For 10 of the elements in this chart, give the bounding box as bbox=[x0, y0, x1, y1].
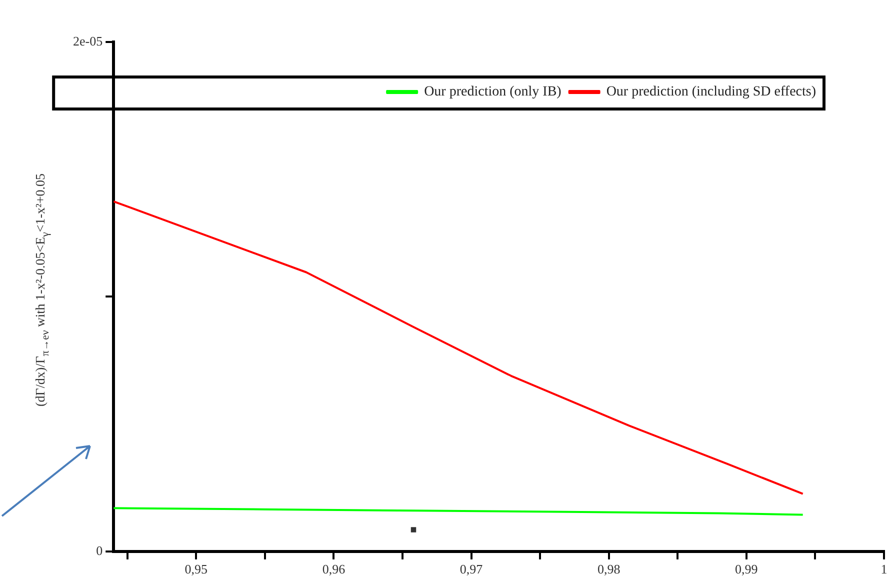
x-tick-label: 0,95 bbox=[184, 562, 208, 577]
x-tick-label: 0,98 bbox=[597, 562, 620, 577]
x-tick-label: 0,97 bbox=[460, 562, 484, 577]
x-tick-label: 1 bbox=[880, 562, 888, 577]
x-tick-label: 0,99 bbox=[735, 562, 758, 577]
x-tick-label: 0,96 bbox=[322, 562, 346, 577]
legend-label: Our prediction (only IB) bbox=[424, 84, 562, 100]
y-tick-label: 2e-05 bbox=[72, 33, 103, 48]
legend-label: Our prediction (including SD effects) bbox=[606, 84, 816, 100]
y-tick-label: 0 bbox=[96, 542, 103, 558]
